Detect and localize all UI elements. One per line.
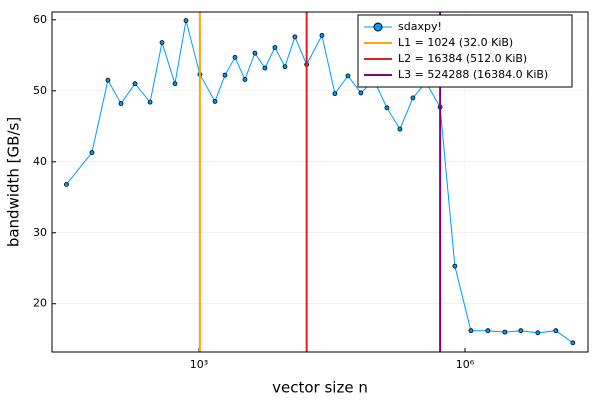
data-point [262, 65, 268, 71]
data-point [553, 328, 559, 334]
data-point [105, 77, 111, 83]
data-point [332, 91, 338, 97]
data-point [132, 81, 138, 87]
legend-label: L1 = 1024 (32.0 KiB) [398, 36, 513, 49]
data-point [397, 126, 403, 132]
legend-label: L3 = 524288 (16384.0 KiB) [398, 68, 548, 81]
data-point [183, 18, 189, 23]
data-point [172, 81, 178, 87]
data-point [272, 45, 278, 50]
data-point [452, 263, 458, 269]
data-point [502, 329, 508, 335]
data-point [252, 50, 258, 56]
data-point [64, 182, 69, 187]
data-point [118, 101, 124, 106]
data-point [319, 33, 325, 38]
data-point [468, 328, 474, 334]
legend-box [357, 14, 573, 88]
data-point [345, 73, 351, 79]
data-point [222, 72, 228, 78]
legend-label: L2 = 16384 (512.0 KiB) [398, 52, 527, 65]
data-point [518, 328, 524, 334]
y-tick-label: 60 [33, 13, 47, 26]
data-point [89, 150, 95, 155]
data-point [292, 34, 298, 40]
data-point [242, 77, 248, 82]
data-point [282, 64, 288, 70]
data-point [159, 40, 165, 45]
legend-marker [373, 22, 383, 32]
data-point [485, 328, 491, 334]
data-point [147, 99, 153, 105]
y-tick-label: 30 [33, 226, 47, 239]
y-tick-label: 50 [33, 84, 47, 97]
data-point [358, 90, 364, 96]
x-tick-label: 10⁶ [456, 358, 475, 371]
data-point [212, 99, 218, 104]
data-point [232, 55, 238, 60]
data-point [410, 95, 416, 101]
y-axis-title: bandwidth [GB/s] [5, 117, 23, 247]
x-axis-title: vector size n [272, 379, 368, 397]
data-point [570, 340, 576, 346]
legend: sdaxpy! L1 = 1024 (32.0 KiB) L2 = 16384 (5… [357, 14, 573, 88]
data-point [535, 330, 541, 336]
plot-frame [51, 11, 589, 353]
series-line [66, 20, 574, 344]
y-tick-label: 40 [33, 155, 47, 168]
data-point [384, 105, 390, 111]
legend-label: sdaxpy! [398, 20, 442, 33]
x-tick-label: 10³ [190, 358, 208, 371]
y-tick-label: 20 [33, 297, 47, 310]
